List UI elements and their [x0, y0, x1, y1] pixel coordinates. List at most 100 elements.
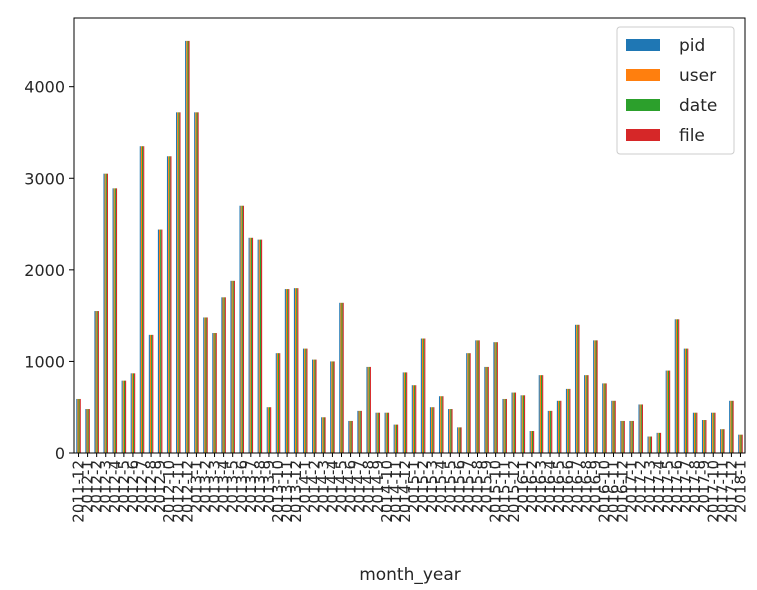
- bar-pid-2017-2: [638, 404, 640, 453]
- bar-user-2016-9: [594, 340, 596, 453]
- bar-pid-2013-5: [230, 280, 232, 453]
- bar-user-2016-3: [539, 375, 541, 453]
- bar-date-2018-1: [740, 434, 742, 453]
- bar-pid-2016-5: [556, 400, 558, 453]
- bar-pid-2012-8: [148, 334, 150, 453]
- bar-file-2014-5: [342, 302, 344, 453]
- bar-pid-2014-9: [375, 412, 377, 453]
- y-axis: 0 1000 2000 3000 4000: [24, 78, 74, 463]
- bar-pid-2014-8: [366, 366, 368, 453]
- x-tick-label: 2013-9: [260, 460, 278, 513]
- bar-pid-2013-11: [284, 289, 286, 453]
- x-tick-label: 2012-4: [106, 460, 124, 513]
- bar-file-2014-9: [378, 412, 381, 453]
- bar-pid-2017-5: [665, 370, 667, 453]
- bar-pid-2012-2: [94, 311, 96, 453]
- bar-date-2012-12: [187, 40, 189, 453]
- legend-box: [616, 26, 735, 155]
- bar-pid-2011-12: [76, 398, 78, 453]
- bar-date-2014-9: [377, 412, 379, 453]
- bar-date-2014-10: [386, 412, 388, 453]
- x-tick-label: 2017-4: [650, 460, 668, 513]
- bar-user-2017-11: [721, 429, 723, 453]
- bar-user-2013-12: [295, 288, 297, 453]
- x-tick-label: 2012-10: [160, 460, 178, 523]
- x-tick-label: 2015-12: [505, 460, 523, 523]
- bar-pid-2012-1: [85, 409, 87, 453]
- bar-pid-2016-4: [547, 410, 549, 453]
- bar-user-2012-9: [159, 229, 161, 453]
- bar-pid-2017-12: [729, 400, 731, 453]
- bar-pid-2015-5: [448, 409, 450, 453]
- x-tick-label: 2015-3: [423, 460, 441, 513]
- bar-file-2013-9: [270, 407, 272, 453]
- bar-date-2015-6: [459, 427, 461, 453]
- bar-user-2012-3: [104, 173, 106, 453]
- bar-file-2015-3: [433, 407, 435, 453]
- bar-date-2016-6: [568, 388, 570, 453]
- bar-date-2017-1: [631, 420, 633, 453]
- x-tick-label: 2014-12: [396, 460, 414, 523]
- bar-user-2015-7: [467, 353, 469, 453]
- bar-file-2013-12: [297, 288, 299, 453]
- bar-file-2012-6: [134, 373, 136, 453]
- bar-user-2014-9: [376, 412, 378, 453]
- bar-date-2014-6: [350, 420, 352, 453]
- bar-file-2016-10: [605, 383, 607, 453]
- x-tick-label: 2016-11: [605, 460, 623, 523]
- bar-date-2016-1: [522, 395, 524, 453]
- bar-date-2017-9: [704, 420, 706, 453]
- bar-date-2013-8: [259, 239, 262, 453]
- bar-user-2014-2: [313, 359, 315, 453]
- bar-user-2015-10: [494, 342, 496, 453]
- bar-file-2014-2: [315, 359, 317, 453]
- bar-user-2012-6: [131, 373, 133, 453]
- bar-pid-2017-11: [720, 429, 722, 453]
- bar-file-2016-3: [542, 375, 544, 453]
- bar-pid-2013-1: [194, 112, 196, 453]
- x-tick-label: 2017-1: [623, 460, 641, 513]
- bar-date-2016-9: [595, 340, 597, 453]
- bar-file-2016-6: [569, 388, 571, 453]
- bar-pid-2014-4: [330, 361, 332, 453]
- bar-file-2017-4: [659, 432, 662, 453]
- bar-date-2014-8: [368, 366, 370, 453]
- bar-user-2014-6: [349, 420, 351, 453]
- x-tick-label: 2012-5: [115, 460, 133, 513]
- x-tick-label: 2016-1: [514, 460, 532, 513]
- bar-file-2013-11: [288, 289, 290, 453]
- x-tick-label: 2013-5: [224, 460, 242, 513]
- bar-file-2016-7: [578, 324, 580, 453]
- bar-file-2016-4: [551, 410, 553, 453]
- bar-date-2012-5: [123, 380, 125, 453]
- bar-file-2017-6: [678, 319, 680, 453]
- bar-date-2012-4: [114, 188, 116, 453]
- x-tick-label: 2017-8: [686, 460, 704, 513]
- x-tick-label: 2014-3: [314, 460, 332, 513]
- bar-user-2013-4: [222, 297, 224, 453]
- x-tick-label: 2012-6: [124, 460, 142, 513]
- bar-user-2017-1: [630, 420, 632, 453]
- x-tick-label: 2015-8: [469, 460, 487, 513]
- bar-user-2017-4: [657, 432, 659, 453]
- bar-user-2016-7: [576, 324, 578, 453]
- bar-file-2013-2: [206, 317, 208, 453]
- y-tick-label: 0: [55, 444, 65, 463]
- bar-user-2015-5: [449, 409, 451, 453]
- bar-file-2012-7: [143, 146, 145, 453]
- bar-file-2013-10: [279, 353, 281, 453]
- bar-date-2012-1: [87, 409, 89, 453]
- bar-file-2016-12: [623, 420, 625, 453]
- bar-date-2013-1: [196, 112, 198, 453]
- bar-pid-2016-2: [529, 431, 531, 453]
- bar-file-2013-6: [242, 205, 245, 453]
- plot-frame: [73, 17, 746, 454]
- bar-date-2015-12: [513, 392, 515, 453]
- bar-pid-2014-5: [339, 302, 341, 453]
- x-tick-label: 2016-10: [595, 460, 613, 523]
- bar-user-2016-10: [603, 383, 605, 453]
- x-tick-label: 2012-12: [178, 460, 196, 523]
- x-tick-label: 2013-11: [278, 460, 296, 523]
- bar-user-2014-11: [394, 424, 396, 453]
- bar-user-2017-8: [693, 412, 696, 453]
